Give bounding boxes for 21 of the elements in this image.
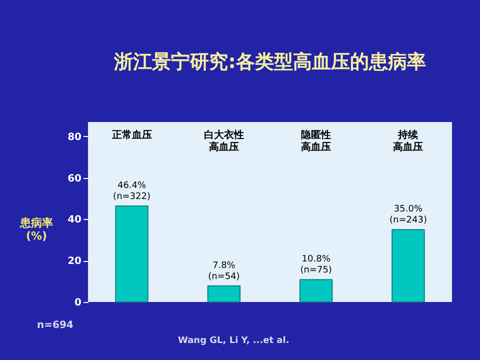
y-tick-label: 40 [68,214,82,226]
x-tick-label: 白大衣性高血压 [204,129,244,153]
chart-title: 浙江景宁研究:各类型高血压的患病率 [113,51,426,73]
y-tick-label: 60 [68,173,82,184]
bar [392,229,425,302]
y-tick-label: 0 [74,298,82,308]
data-label: 35.0% (n=243) [390,204,427,226]
bar [299,279,333,302]
data-label: 10.8% (n=75) [300,254,332,276]
x-tick-label: 正常血压 [110,129,152,141]
y-tick-label: 80 [68,132,82,143]
text: n=694 [37,320,74,331]
y-tick-label: 20 [68,256,82,268]
data-label: 7.8% (n=54) [208,260,240,282]
text: Wang GL, Li Y, ...et al. [178,336,290,346]
x-tick-label: 持续高血压 [393,129,424,153]
bar [115,206,148,302]
data-label: 46.4% (n=322) [113,181,150,202]
x-tick-label: 隐匿性高血压 [301,129,332,153]
y-axis-title: 患病率 (%) [19,216,53,242]
bar [207,285,241,302]
